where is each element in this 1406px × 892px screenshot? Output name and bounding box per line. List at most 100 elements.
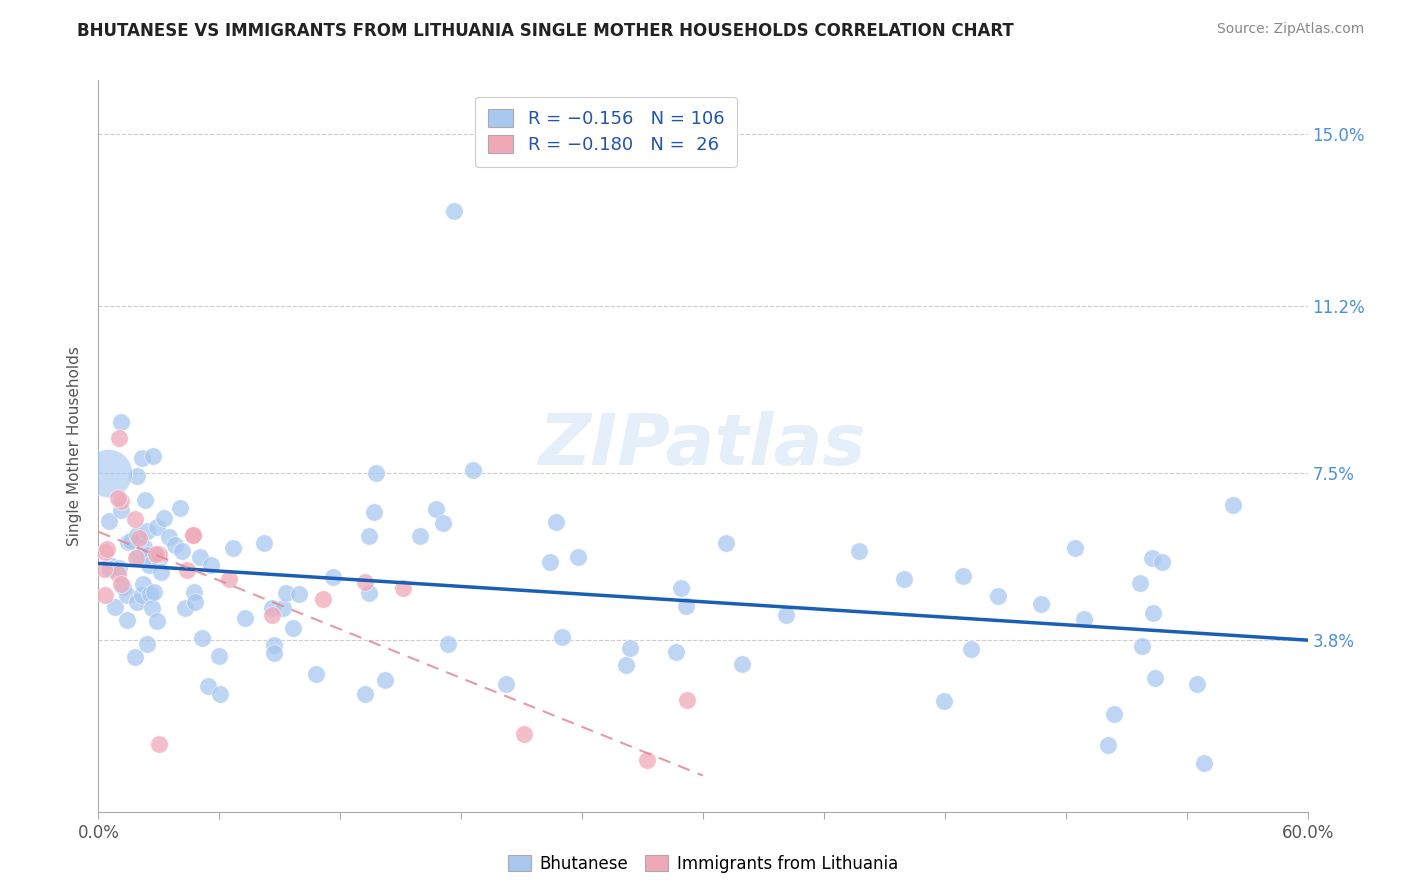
Text: BHUTANESE VS IMMIGRANTS FROM LITHUANIA SINGLE MOTHER HOUSEHOLDS CORRELATION CHAR: BHUTANESE VS IMMIGRANTS FROM LITHUANIA S…	[77, 22, 1014, 40]
Point	[128, 531, 150, 545]
Point	[107, 491, 129, 505]
Y-axis label: Single Mother Households: Single Mother Households	[67, 346, 83, 546]
Point	[136, 637, 159, 651]
Point	[551, 630, 574, 644]
Point	[148, 547, 170, 561]
Point	[153, 511, 176, 525]
Point	[675, 599, 697, 614]
Point	[357, 529, 380, 543]
Point	[538, 555, 561, 569]
Point	[94, 545, 117, 559]
Point	[893, 572, 915, 586]
Point	[145, 547, 167, 561]
Point	[311, 591, 333, 606]
Point	[1185, 677, 1208, 691]
Point	[131, 588, 153, 602]
Point	[131, 450, 153, 465]
Point	[425, 501, 447, 516]
Point	[110, 503, 132, 517]
Point	[357, 586, 380, 600]
Point	[145, 520, 167, 534]
Point	[260, 601, 283, 615]
Point	[443, 204, 465, 219]
Point	[208, 688, 231, 702]
Point	[934, 694, 956, 708]
Point	[183, 528, 205, 542]
Point	[110, 494, 132, 508]
Point	[619, 641, 641, 656]
Point	[98, 558, 121, 572]
Point	[960, 642, 983, 657]
Point	[103, 599, 125, 614]
Point	[544, 515, 567, 529]
Point	[952, 569, 974, 583]
Text: ZIPatlas: ZIPatlas	[540, 411, 866, 481]
Point	[125, 528, 148, 542]
Point	[197, 679, 219, 693]
Point	[169, 500, 191, 515]
Point	[436, 637, 458, 651]
Point	[731, 657, 754, 671]
Point	[132, 577, 155, 591]
Point	[1142, 606, 1164, 620]
Legend: R = −0.156   N = 106, R = −0.180   N =  26: R = −0.156 N = 106, R = −0.180 N = 26	[475, 96, 737, 167]
Point	[409, 529, 432, 543]
Point	[96, 541, 118, 556]
Point	[145, 614, 167, 628]
Point	[117, 613, 139, 627]
Point	[848, 544, 870, 558]
Point	[107, 566, 129, 581]
Point	[93, 588, 115, 602]
Point	[1097, 738, 1119, 752]
Point	[354, 575, 377, 590]
Point	[139, 587, 162, 601]
Point	[1222, 498, 1244, 512]
Point	[127, 595, 149, 609]
Point	[987, 589, 1010, 603]
Point	[181, 528, 204, 542]
Point	[157, 530, 180, 544]
Point	[1192, 756, 1215, 771]
Point	[671, 581, 693, 595]
Point	[665, 645, 688, 659]
Point	[1102, 707, 1125, 722]
Point	[127, 549, 149, 563]
Point	[134, 492, 156, 507]
Point	[775, 608, 797, 623]
Point	[1031, 597, 1053, 611]
Point	[98, 514, 121, 528]
Point	[148, 552, 170, 566]
Point	[714, 536, 737, 550]
Point	[98, 562, 121, 576]
Point	[263, 646, 285, 660]
Point	[253, 535, 276, 549]
Point	[495, 677, 517, 691]
Point	[366, 466, 388, 480]
Point	[141, 600, 163, 615]
Point	[305, 667, 328, 681]
Point	[283, 621, 305, 635]
Point	[132, 541, 155, 555]
Text: Source: ZipAtlas.com: Source: ZipAtlas.com	[1216, 22, 1364, 37]
Point	[322, 570, 344, 584]
Point	[124, 512, 146, 526]
Point	[110, 577, 132, 591]
Point	[172, 543, 194, 558]
Point	[117, 534, 139, 549]
Point	[676, 693, 699, 707]
Point	[614, 657, 637, 672]
Point	[208, 648, 231, 663]
Point	[432, 516, 454, 531]
Point	[191, 631, 214, 645]
Point	[120, 533, 142, 548]
Point	[288, 587, 311, 601]
Point	[111, 580, 134, 594]
Point	[165, 538, 187, 552]
Point	[142, 450, 165, 464]
Point	[176, 563, 198, 577]
Point	[142, 584, 165, 599]
Point	[1063, 541, 1085, 556]
Point	[461, 462, 484, 476]
Point	[183, 585, 205, 599]
Legend: Bhutanese, Immigrants from Lithuania: Bhutanese, Immigrants from Lithuania	[502, 848, 904, 880]
